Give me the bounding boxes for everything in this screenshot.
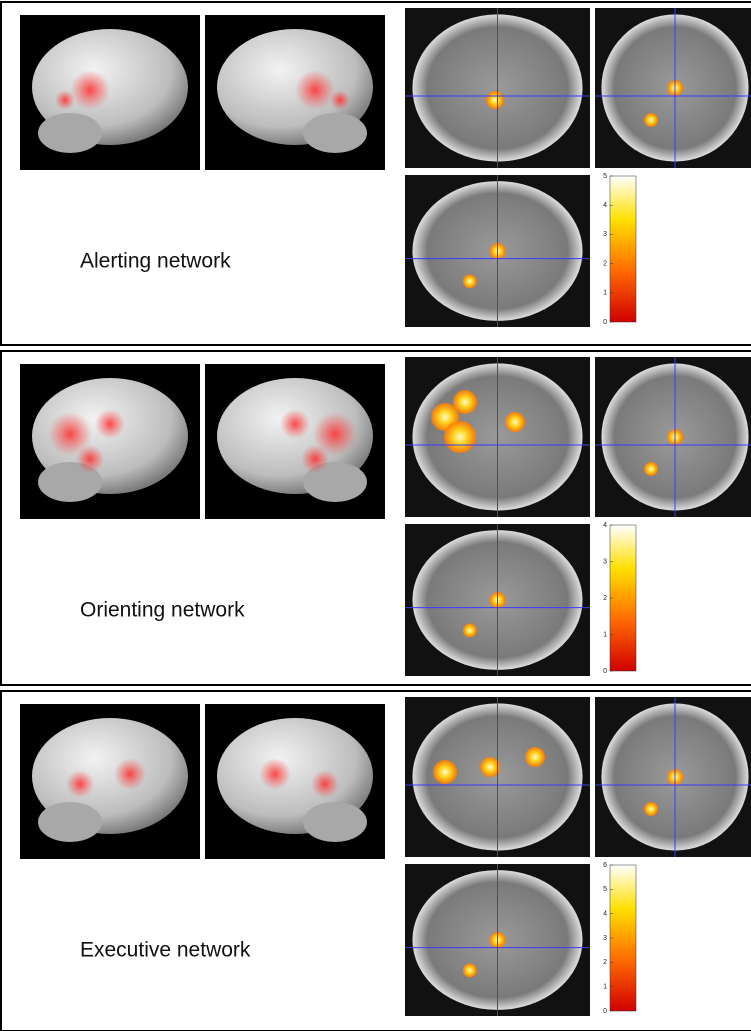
activation xyxy=(70,70,110,110)
brain-render xyxy=(205,704,385,859)
brain-render xyxy=(205,364,385,519)
mri-slice xyxy=(405,175,590,327)
colorbar-tick-label: 2 xyxy=(603,959,607,966)
activation-blob xyxy=(644,802,658,816)
activation xyxy=(311,770,339,798)
activation-blob xyxy=(525,747,545,767)
panel: 0 1 2 3 4 5 Alerting network xyxy=(0,1,751,346)
brain-render xyxy=(20,704,200,859)
colorbar-tick-label: 5 xyxy=(603,173,607,180)
cerebellum xyxy=(38,802,102,842)
brain-render xyxy=(20,364,200,519)
activation-blob xyxy=(644,113,658,127)
mri-slice xyxy=(405,8,590,168)
mri-slice xyxy=(405,357,590,517)
activation-blob xyxy=(480,757,500,777)
panel-border xyxy=(0,1,751,346)
activation-blob xyxy=(486,91,504,109)
colorbar-tick-label: 5 xyxy=(603,886,607,893)
activation-blob xyxy=(462,623,477,638)
colorbar-tick-label: 2 xyxy=(603,260,607,267)
colorbar-tick-label: 3 xyxy=(603,935,607,942)
panel-border xyxy=(0,350,751,686)
colorbar-tick-label: 0 xyxy=(603,1008,607,1015)
colorbar xyxy=(609,175,637,323)
colorbar-tick-label: 6 xyxy=(603,862,607,869)
network-label: Orienting network xyxy=(80,599,245,622)
activation xyxy=(330,90,350,110)
colorbar-tick-label: 0 xyxy=(603,319,607,326)
mri-slice xyxy=(595,357,751,517)
activation xyxy=(55,90,75,110)
panel: 0 1 2 3 4 5 6 Executive network xyxy=(0,690,751,1031)
colorbar-tick-label: 1 xyxy=(603,631,607,638)
colorbar-tick-label: 3 xyxy=(603,558,607,565)
brain-render xyxy=(20,15,200,170)
activation-blob xyxy=(505,412,525,432)
colorbar xyxy=(609,864,637,1012)
activation-blob xyxy=(462,274,477,289)
colorbar-tick-label: 4 xyxy=(603,202,607,209)
panel: 0 1 2 3 4 Orienting network xyxy=(0,350,751,686)
activation xyxy=(259,758,291,790)
network-label: Executive network xyxy=(80,939,251,962)
colorbar xyxy=(609,524,637,672)
activation xyxy=(313,412,357,456)
colorbar-tick-label: 2 xyxy=(603,595,607,602)
activation-blob xyxy=(444,421,476,453)
activation xyxy=(66,770,94,798)
mri-slice xyxy=(405,864,590,1016)
activation xyxy=(280,409,310,439)
colorbar-tick-label: 1 xyxy=(603,984,607,991)
cerebellum xyxy=(303,802,367,842)
activation xyxy=(76,445,104,473)
network-label: Alerting network xyxy=(80,250,231,273)
activation-blob xyxy=(462,963,477,978)
mri-slice xyxy=(595,697,751,857)
panel-border xyxy=(0,690,751,1031)
activation-blob xyxy=(433,760,457,784)
colorbar-tick-label: 4 xyxy=(603,911,607,918)
cerebellum xyxy=(303,113,367,153)
mri-slice xyxy=(405,697,590,857)
colorbar-tick-label: 4 xyxy=(603,522,607,529)
activation xyxy=(114,758,146,790)
activation-blob xyxy=(453,390,477,414)
colorbar-tick-label: 0 xyxy=(603,668,607,675)
brain-render xyxy=(205,15,385,170)
activation xyxy=(48,412,92,456)
colorbar-tick-label: 1 xyxy=(603,290,607,297)
mri-slice xyxy=(595,8,751,168)
activation xyxy=(301,445,329,473)
activation-blob xyxy=(644,462,658,476)
colorbar-tick-label: 3 xyxy=(603,231,607,238)
activation xyxy=(95,409,125,439)
activation xyxy=(295,70,335,110)
mri-slice xyxy=(405,524,590,676)
cerebellum xyxy=(38,113,102,153)
